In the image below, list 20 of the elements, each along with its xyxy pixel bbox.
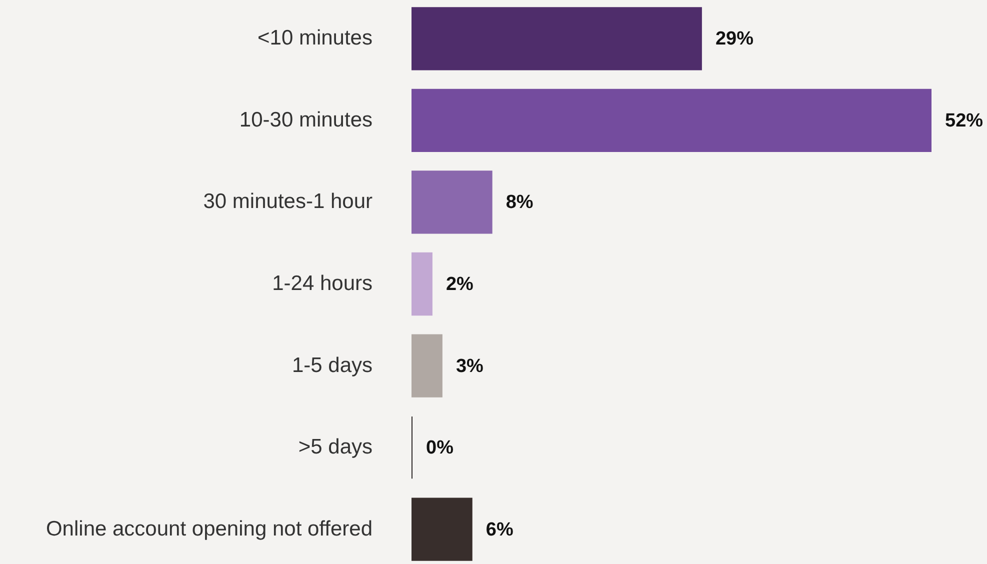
bar [412, 334, 442, 398]
data-label: 52% [945, 110, 984, 132]
data-label: 8% [506, 192, 534, 214]
bar [412, 88, 932, 152]
bar [412, 252, 432, 316]
y-tick-label: <10 minutes [258, 26, 372, 50]
data-label: 3% [456, 356, 484, 377]
y-tick-label: 10-30 minutes [239, 108, 372, 132]
y-tick-label: 30 minutes-1 hour [203, 190, 372, 214]
y-tick-label: 1-24 hours [272, 272, 372, 295]
y-tick-label: 1-5 days [292, 354, 372, 377]
data-label: 2% [446, 274, 474, 295]
bar [412, 498, 472, 561]
bar [412, 170, 492, 234]
y-tick-label: >5 days [298, 436, 372, 459]
y-tick-label: Online account opening not offered [46, 517, 372, 540]
data-label: 0% [426, 438, 454, 459]
bar [412, 7, 702, 70]
data-label: 6% [486, 519, 514, 540]
data-label: 29% [715, 28, 754, 50]
